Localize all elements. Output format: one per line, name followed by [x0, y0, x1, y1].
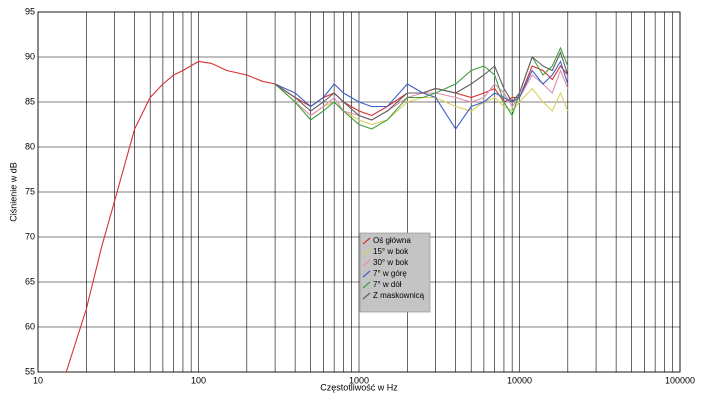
- y-tick-label: 80: [25, 141, 35, 151]
- x-tick-label: 100000: [665, 375, 695, 385]
- series-line: [274, 50, 569, 121]
- y-tick-label: 65: [25, 276, 35, 286]
- y-tick-label: 70: [25, 231, 35, 241]
- y-tick-label: 90: [25, 51, 35, 61]
- x-tick-label: 10: [33, 375, 43, 385]
- legend-label: 30° w bok: [373, 258, 409, 267]
- series-line: [274, 83, 569, 126]
- y-tick-label: 55: [25, 366, 35, 376]
- y-tick-label: 85: [25, 96, 35, 106]
- y-axis-label: Ciśnienie w dB: [8, 162, 18, 222]
- legend-swatch: [362, 248, 371, 256]
- y-tick-label: 60: [25, 321, 35, 331]
- legend-label: Oś główna: [373, 236, 411, 245]
- legend-swatch: [362, 270, 371, 278]
- x-tick-label: 100: [191, 375, 206, 385]
- legend-swatch: [362, 237, 371, 245]
- legend-swatch: [362, 259, 371, 267]
- plot-border: [37, 11, 681, 373]
- legend-box: [359, 232, 431, 313]
- series-line: [274, 60, 569, 130]
- legend: Oś główna 15° w bok 30° w bok 7° w górę 7° w…: [359, 232, 431, 313]
- series-line: [274, 46, 569, 130]
- y-tick-label: 75: [25, 186, 35, 196]
- series-line: [274, 68, 569, 121]
- legend-label: 7° w dół: [373, 280, 402, 289]
- legend-label: 7° w górę: [373, 269, 407, 278]
- x-tick-label: 1000: [349, 375, 369, 385]
- x-axis-label: Częstotliwość w Hz: [320, 382, 398, 392]
- y-tick-label: 95: [25, 6, 35, 16]
- series-line: [65, 60, 569, 373]
- legend-label: Z maskownicą: [373, 291, 425, 300]
- legend-swatch: [362, 292, 371, 300]
- x-tick-label: 10000: [507, 375, 532, 385]
- legend-label: 15° w bok: [373, 247, 409, 256]
- legend-swatch: [362, 281, 371, 289]
